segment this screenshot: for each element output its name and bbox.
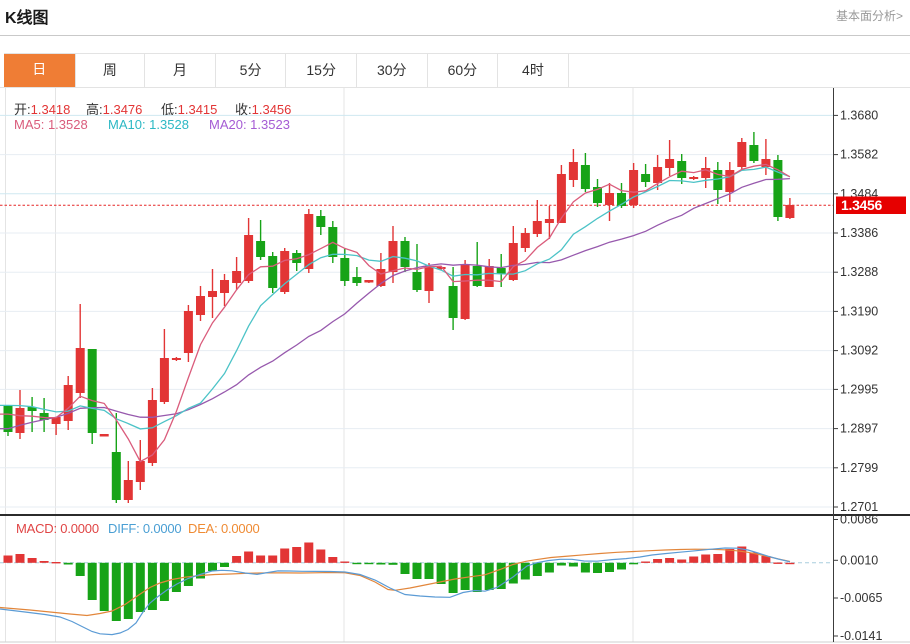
svg-text:1.2897: 1.2897 [840, 422, 878, 436]
svg-text:1.3582: 1.3582 [840, 148, 878, 162]
svg-text:1.3092: 1.3092 [840, 344, 878, 358]
svg-text:0.0086: 0.0086 [840, 513, 878, 527]
svg-text:0.0010: 0.0010 [840, 553, 878, 567]
svg-text:1.2995: 1.2995 [840, 382, 878, 396]
svg-text:1.3288: 1.3288 [840, 265, 878, 279]
svg-text:-0.0141: -0.0141 [840, 629, 882, 643]
svg-text:1.3386: 1.3386 [840, 226, 878, 240]
svg-text:1.2799: 1.2799 [840, 461, 878, 475]
svg-text:1.3190: 1.3190 [840, 304, 878, 318]
svg-text:1.2701: 1.2701 [840, 500, 878, 514]
svg-text:-0.0065: -0.0065 [840, 591, 882, 605]
svg-text:1.3680: 1.3680 [840, 108, 878, 122]
svg-text:1.3456: 1.3456 [841, 197, 883, 213]
